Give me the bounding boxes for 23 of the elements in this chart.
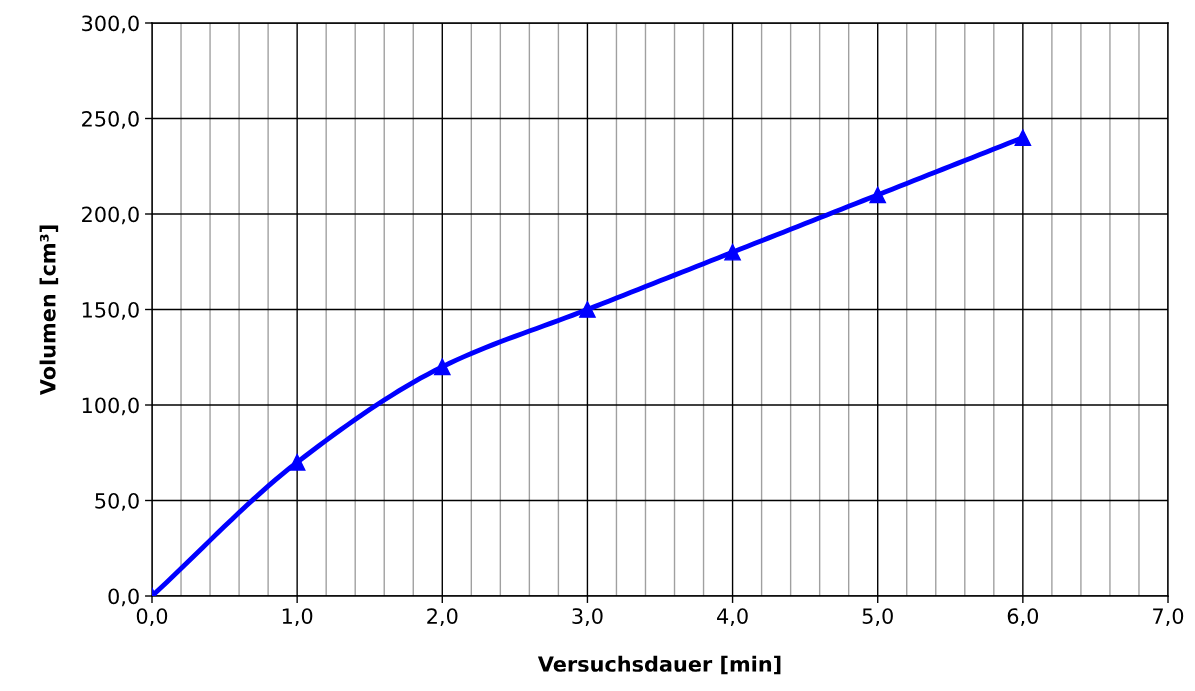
x-tick-label: 5,0 [862, 608, 893, 627]
point [869, 186, 887, 204]
y-tick-label: 150,0 [82, 301, 139, 320]
x-tick-label: 4,0 [717, 608, 748, 627]
point [433, 358, 451, 376]
y-tick-label: 0,0 [108, 588, 139, 607]
x-tick-label: 6,0 [1007, 608, 1039, 627]
point [1014, 129, 1032, 146]
x-tick-label: 2,0 [427, 608, 458, 627]
x-tick-label: 0,0 [136, 608, 168, 627]
point [579, 301, 596, 318]
x-axis-title: Versuchsdauer [min] [537, 655, 781, 675]
y-tick-label: 300,0 [82, 15, 139, 34]
x-tick-label: 7,0 [1153, 608, 1184, 627]
point [724, 243, 741, 261]
y-tick-label: 200,0 [82, 206, 139, 225]
y-tick-label: 100,0 [82, 397, 139, 416]
x-tick-label: 1,0 [282, 608, 313, 627]
y-tick-label: 250,0 [82, 110, 139, 129]
point [288, 453, 306, 471]
x-tick-label: 3,0 [572, 608, 603, 627]
y-tick-label: 50,0 [95, 492, 139, 511]
y-axis-title: Volumen [cm³] [39, 225, 59, 396]
